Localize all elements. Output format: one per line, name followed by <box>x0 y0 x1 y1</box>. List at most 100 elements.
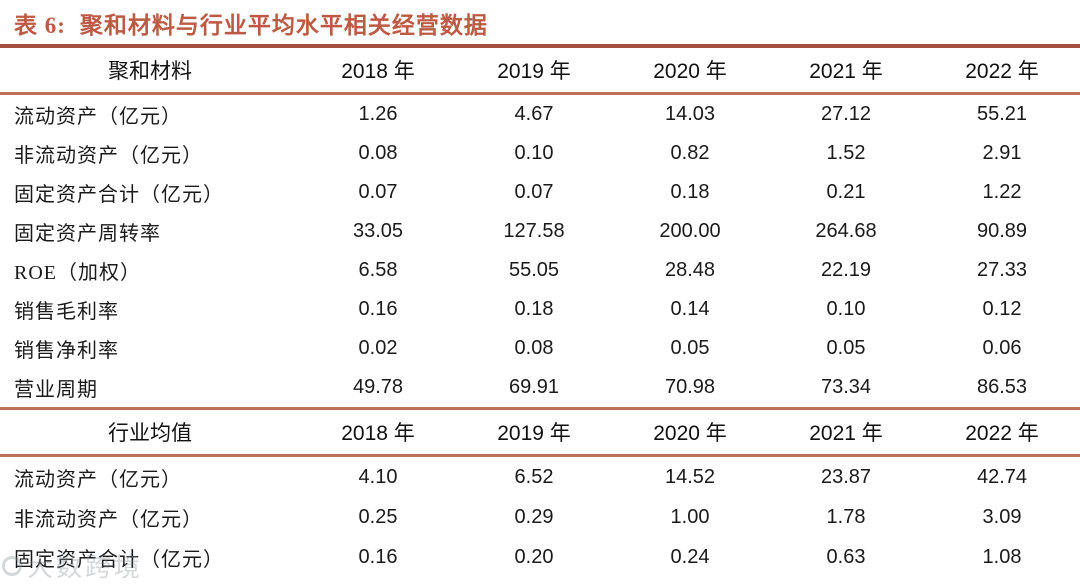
row-label: 非流动资产（亿元） <box>14 508 203 531</box>
cell: 153.18 <box>768 577 924 586</box>
year-header: 2022 年 <box>924 407 1080 457</box>
cell: 0.16 <box>358 298 398 320</box>
row-label: 流动资产（亿元） <box>14 468 182 491</box>
cell: 0.08 <box>358 142 398 164</box>
table-title: 表 6: 聚和材料与行业平均水平相关经营数据 <box>0 0 1080 48</box>
year-header: 2021 年 <box>768 48 924 95</box>
cell: 1.26 <box>358 103 398 125</box>
cell: 0.12 <box>982 298 1022 320</box>
table-row: 流动资产（亿元） 4.10 6.52 14.52 23.87 42.74 <box>0 456 1080 498</box>
row-label: 销售毛利率 <box>14 301 119 323</box>
cell: 64.40 <box>924 577 1080 586</box>
cell: 22.19 <box>820 259 872 281</box>
cell: 90.89 <box>976 220 1028 242</box>
row-label: 固定资产合计（亿元） <box>14 184 224 206</box>
year-header: 2021 年 <box>768 407 924 457</box>
row-label: 固定资产周转率 <box>0 577 300 586</box>
cell: 34.72 <box>300 577 456 586</box>
row-label: 流动资产（亿元） <box>14 106 182 128</box>
year-header: 2018 年 <box>300 48 456 95</box>
cell: 0.05 <box>670 337 710 359</box>
cell: 86.53 <box>976 376 1028 398</box>
cell: 49.78 <box>352 376 404 398</box>
cell: 0.21 <box>826 181 866 203</box>
year-header: 2018 年 <box>300 407 456 457</box>
cell: 0.06 <box>982 337 1022 359</box>
table-row: 销售毛利率 0.16 0.18 0.14 0.10 0.12 <box>0 290 1080 329</box>
cell: 0.05 <box>826 337 866 359</box>
cell: 0.20 <box>514 545 554 568</box>
cell: 6.52 <box>514 465 554 488</box>
year-header: 2020 年 <box>612 48 768 95</box>
table-row: 销售净利率 0.02 0.08 0.05 0.05 0.06 <box>0 329 1080 368</box>
cell: 0.63 <box>826 545 866 568</box>
year-header: 2019 年 <box>456 48 612 95</box>
table-row: 流动资产（亿元） 1.26 4.67 14.03 27.12 55.21 <box>0 94 1080 135</box>
cell: 0.25 <box>358 505 398 528</box>
cell: 0.10 <box>826 298 866 320</box>
row-label: 营业周期 <box>14 379 98 401</box>
cell: 85.63 <box>456 577 612 586</box>
cell: 14.03 <box>664 103 716 125</box>
cell: 69.91 <box>508 376 560 398</box>
cell: 0.82 <box>670 142 710 164</box>
cell: 124.96 <box>612 577 768 586</box>
cell: 127.58 <box>503 220 565 242</box>
cell: 28.48 <box>664 259 716 281</box>
cell: 0.07 <box>358 181 398 203</box>
company-header-label: 聚和材料 <box>0 48 300 95</box>
cell: 14.52 <box>664 465 716 488</box>
cell: 55.05 <box>508 259 560 281</box>
year-header: 2022 年 <box>924 48 1080 95</box>
row-label: 固定资产周转率 <box>14 223 161 245</box>
cell: 0.14 <box>670 298 710 320</box>
table-title-text: 聚和材料与行业平均水平相关经营数据 <box>79 13 488 38</box>
cell: 42.74 <box>976 465 1028 488</box>
table-number: 表 6: <box>14 13 66 38</box>
table-row: 固定资产周转率 33.05 127.58 200.00 264.68 90.89 <box>0 212 1080 251</box>
cell: 1.00 <box>670 505 710 528</box>
year-header: 2019 年 <box>456 407 612 457</box>
cell: 264.68 <box>815 220 877 242</box>
table-row: 非流动资产（亿元） 0.25 0.29 1.00 1.78 3.09 <box>0 497 1080 537</box>
cell: 0.16 <box>358 545 398 568</box>
table-row: 固定资产合计（亿元） 0.07 0.07 0.18 0.21 1.22 <box>0 173 1080 212</box>
row-label: 固定资产合计（亿元） <box>14 548 224 571</box>
table-row: 固定资产合计（亿元） 0.16 0.20 0.24 0.63 1.08 <box>0 537 1080 577</box>
table-row: 非流动资产（亿元） 0.08 0.10 0.82 1.52 2.91 <box>0 134 1080 173</box>
cell: 4.10 <box>358 465 398 488</box>
cell: 0.18 <box>514 298 554 320</box>
row-label: 非流动资产（亿元） <box>14 145 203 167</box>
row-label: 销售净利率 <box>14 340 119 362</box>
cell: 0.24 <box>670 545 710 568</box>
cell: 1.08 <box>982 545 1022 568</box>
cell: 33.05 <box>352 220 404 242</box>
company-table: 聚和材料 2018 年 2019 年 2020 年 2021 年 2022 年 … <box>0 48 1080 407</box>
table-row: 营业周期 49.78 69.91 70.98 73.34 86.53 <box>0 368 1080 407</box>
cell: 55.21 <box>976 103 1028 125</box>
cell: 70.98 <box>664 376 716 398</box>
cell: 3.09 <box>982 505 1022 528</box>
cell: 0.18 <box>670 181 710 203</box>
cell: 0.02 <box>358 337 398 359</box>
industry-header-label: 行业均值 <box>0 407 300 457</box>
cell: 73.34 <box>820 376 872 398</box>
cell: 1.78 <box>826 505 866 528</box>
cell: 0.29 <box>514 505 554 528</box>
cell: 23.87 <box>820 465 872 488</box>
cell: 2.91 <box>982 142 1022 164</box>
year-header: 2020 年 <box>612 407 768 457</box>
company-header-row: 聚和材料 2018 年 2019 年 2020 年 2021 年 2022 年 <box>0 48 1080 95</box>
cell: 200.00 <box>659 220 721 242</box>
industry-header-row: 行业均值 2018 年 2019 年 2020 年 2021 年 2022 年 <box>0 407 1080 457</box>
cell: 1.22 <box>982 181 1022 203</box>
cell: 0.08 <box>514 337 554 359</box>
table-row: ROE（加权） 6.58 55.05 28.48 22.19 27.33 <box>0 251 1080 290</box>
table-row: 固定资产周转率 34.72 85.63 124.96 153.18 64.40 <box>0 577 1080 586</box>
cell: 27.33 <box>976 259 1028 281</box>
industry-table: 行业均值 2018 年 2019 年 2020 年 2021 年 2022 年 … <box>0 407 1080 586</box>
cell: 27.12 <box>820 103 872 125</box>
cell: 6.58 <box>358 259 398 281</box>
cell: 0.10 <box>514 142 554 164</box>
